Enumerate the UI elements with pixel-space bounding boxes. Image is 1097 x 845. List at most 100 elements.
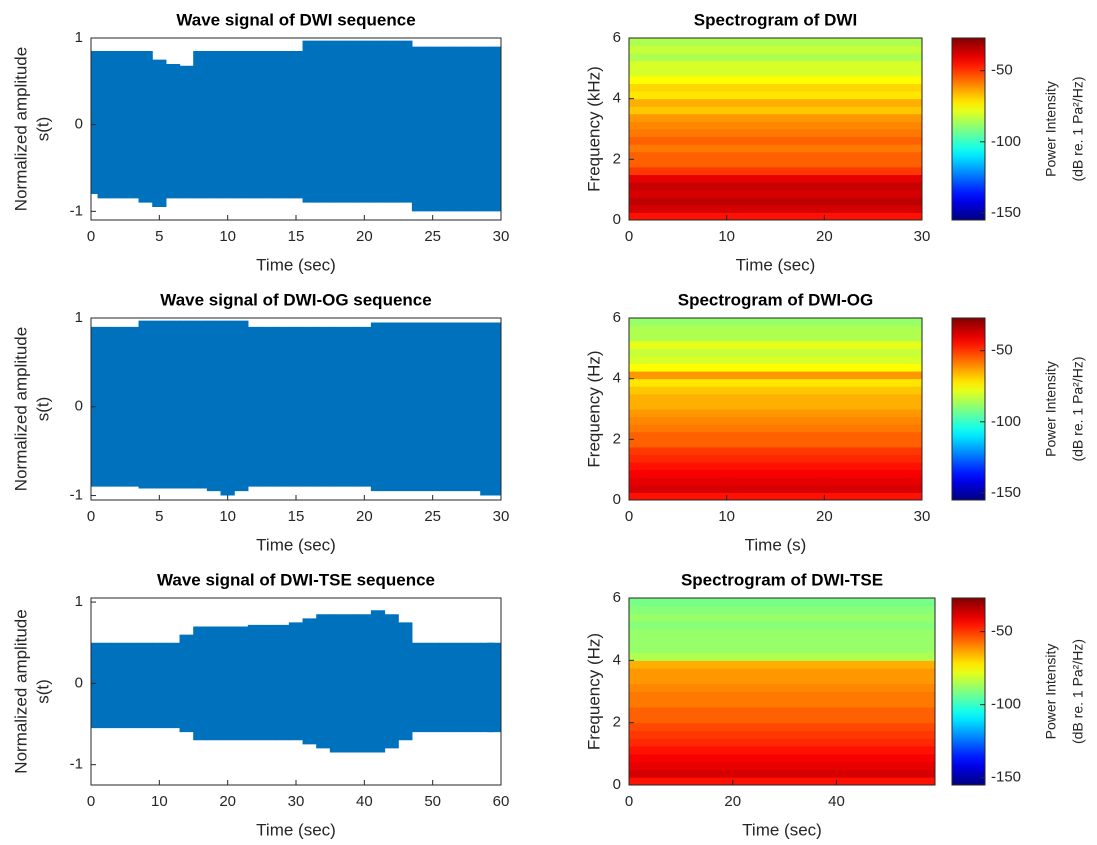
spectrogram-band <box>629 477 922 486</box>
y-tick-label: 4 <box>613 651 621 668</box>
spectrogram-band <box>629 355 922 364</box>
spectrogram-band <box>629 60 922 69</box>
colorbar <box>951 37 986 221</box>
axes-box <box>628 597 936 786</box>
colorbar-tick-label: -50 <box>991 623 1013 640</box>
y-tick-label: -1 <box>70 202 83 219</box>
plot-area <box>629 598 935 785</box>
y-tick-label: 4 <box>613 90 621 107</box>
spectrogram-band <box>629 424 922 433</box>
spectrogram-band <box>629 325 922 334</box>
plot-area <box>91 610 501 753</box>
x-tick-label: 25 <box>424 508 441 525</box>
spectrogram-band <box>629 144 922 153</box>
spectrogram-band <box>629 174 922 183</box>
spectrogram-band <box>629 753 935 763</box>
y-tick-label: 0 <box>75 398 83 415</box>
y-tick-label: 6 <box>613 29 621 46</box>
spectrogram-band <box>629 212 922 220</box>
spectrogram-band <box>629 136 922 145</box>
spectrogram-band <box>629 683 935 692</box>
x-tick-label: 30 <box>288 793 305 810</box>
x-tick-label: 0 <box>625 793 633 810</box>
spectrogram-band <box>629 746 935 755</box>
x-tick-label: 5 <box>155 508 163 525</box>
x-tick-label: 0 <box>625 508 633 525</box>
y-tick-label: 2 <box>613 150 621 167</box>
spectrogram-band <box>629 363 922 372</box>
spectrogram-band <box>629 761 935 770</box>
y-tick-label: 6 <box>613 589 621 606</box>
y-tick-label: 4 <box>613 370 621 387</box>
spectrogram-band <box>629 83 922 92</box>
spectrogram-band <box>629 636 935 646</box>
spectrogram-band <box>629 386 922 395</box>
spectrogram-band <box>629 378 922 387</box>
spectrogram-band <box>629 660 935 669</box>
y-axis-label: s(t) <box>33 679 52 704</box>
x-tick-label: 25 <box>424 228 441 245</box>
spectrogram-band <box>629 668 935 677</box>
plot-area <box>629 38 922 220</box>
spectrogram-band <box>629 462 922 471</box>
x-tick-label: 0 <box>87 228 95 245</box>
axes-box <box>628 37 923 221</box>
spectrogram-band <box>629 446 922 455</box>
chart-title: Wave signal of DWI-TSE sequence <box>157 570 435 589</box>
chart-title: Spectrogram of DWI-TSE <box>681 570 883 589</box>
spectrogram-band <box>629 197 922 206</box>
spectrogram-band <box>629 484 922 493</box>
x-tick-label: 15 <box>288 228 305 245</box>
colorbar-tick-label: -50 <box>991 62 1013 79</box>
spectrogram-band <box>629 598 935 607</box>
chart-title: Spectrogram of DWI <box>694 10 857 29</box>
spectrogram-band <box>629 469 922 478</box>
spectrogram-band <box>629 730 935 739</box>
x-tick-label: 10 <box>718 228 735 245</box>
x-tick-label: 20 <box>356 228 373 245</box>
spectrogram-band <box>629 91 922 100</box>
colorbar-tick-label: -150 <box>991 769 1021 786</box>
chart-title: Wave signal of DWI-OG sequence <box>160 290 431 309</box>
y-tick-label: 1 <box>75 593 83 610</box>
plot-area <box>91 40 501 212</box>
spectrogram-band <box>629 371 922 380</box>
plot-area <box>91 320 501 496</box>
y-tick-label: 0 <box>75 674 83 691</box>
y-tick-label: 0 <box>75 116 83 133</box>
y-tick-label: 0 <box>613 491 621 508</box>
spectrogram-band <box>629 121 922 130</box>
spectrogram-band <box>629 777 935 785</box>
colorbar-tick-label: -150 <box>991 204 1021 221</box>
spectrogram-band <box>629 75 922 84</box>
axes-box <box>628 317 923 501</box>
x-tick-label: 40 <box>828 793 845 810</box>
y-tick-label: 0 <box>613 211 621 228</box>
spectrogram-band <box>629 714 935 724</box>
spectrogram-band <box>629 393 922 402</box>
spectrogram-band <box>629 644 935 654</box>
x-tick-label: 30 <box>493 228 510 245</box>
y-tick-label: 1 <box>75 29 83 46</box>
x-tick-label: 0 <box>87 793 95 810</box>
x-tick-label: 10 <box>151 793 168 810</box>
x-tick-label: 10 <box>219 228 236 245</box>
y-axis-label: Normalized amplitude <box>11 327 30 491</box>
colorbar-tick-label: -50 <box>991 342 1013 359</box>
x-tick-label: 0 <box>87 508 95 525</box>
chart-title: Spectrogram of DWI-OG <box>678 290 874 309</box>
colorbar-label: (dB re. 1 Pa²/Hz) <box>1070 356 1086 461</box>
colorbar-label: Power Intensity <box>1043 361 1059 457</box>
x-axis-label: Time (sec) <box>736 255 816 274</box>
x-axis-label: Time (sec) <box>742 820 822 839</box>
y-tick-label: 1 <box>75 309 83 326</box>
y-tick-label: 6 <box>613 309 621 326</box>
y-axis-label: s(t) <box>33 397 52 422</box>
y-axis-label: Frequency (kHz) <box>584 66 603 192</box>
spectrogram-band <box>629 613 935 622</box>
spectrogram-band <box>629 439 922 448</box>
colorbar-label: Power Intensity <box>1043 81 1059 177</box>
plot-area <box>629 318 922 500</box>
